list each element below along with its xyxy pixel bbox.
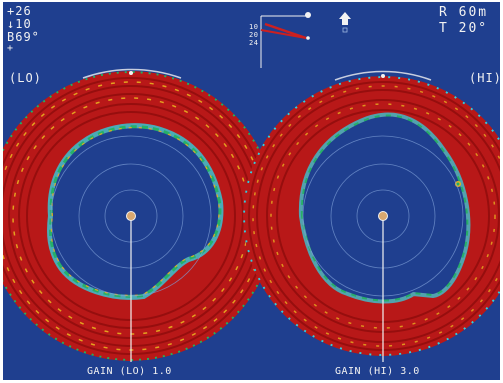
sonar-echo-canvas (3, 12, 500, 362)
left-sonar-echo (3, 71, 276, 361)
ship-arrow-icon (339, 12, 351, 33)
status-speed: ↓10 (7, 17, 32, 31)
sonar-display: +26 ↓10 B69° + 10 20 24 R 60m T 20° (LO)… (3, 2, 500, 380)
panel-tag-lo: (LO) (9, 71, 42, 85)
tilt-indicator (260, 12, 311, 68)
right-sonar-echo (243, 76, 500, 356)
tilt-label-20: 20 (249, 31, 259, 39)
status-depth: +26 (7, 4, 32, 18)
own-ship-dot-icon (378, 211, 388, 221)
status-bearing: B69° (7, 30, 40, 44)
tilt-label-24: 24 (249, 39, 259, 47)
tilt-readout: T 20° (439, 21, 489, 36)
own-ship-dot-icon (126, 211, 136, 221)
panel-tag-hi: (HI) (469, 71, 500, 85)
range-readout: R 60m (439, 5, 489, 20)
tilt-label-10: 10 (249, 23, 259, 31)
status-marker: + (7, 43, 14, 54)
gain-label-lo: GAIN (LO) 1.0 (87, 366, 172, 377)
gain-label-hi: GAIN (HI) 3.0 (335, 366, 420, 377)
